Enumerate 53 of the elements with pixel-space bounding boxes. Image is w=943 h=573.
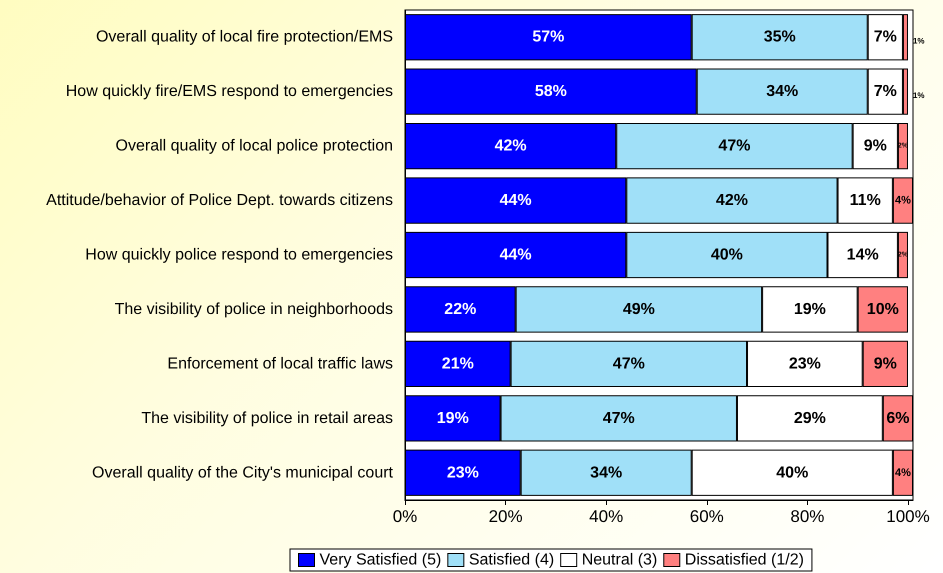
data-label: 9% — [874, 355, 897, 372]
data-label: 44% — [500, 192, 532, 210]
x-tick-label: 100% — [886, 507, 930, 526]
y-tick-label: Overall quality of local police protection — [116, 138, 393, 155]
data-label: 40% — [776, 464, 808, 482]
x-tick-label: 40% — [589, 507, 624, 526]
y-tick-label: Overall quality of the City's municipal court — [92, 464, 394, 482]
data-label: 44% — [500, 246, 532, 264]
x-tick-label: 0% — [392, 507, 418, 526]
data-label: 6% — [886, 410, 910, 427]
data-label: 40% — [710, 246, 743, 264]
data-label: 29% — [794, 410, 826, 427]
y-tick-label: Enforcement of local traffic laws — [167, 355, 393, 372]
data-label: 23% — [446, 464, 479, 482]
data-label: 21% — [442, 355, 474, 372]
data-label: 34% — [590, 464, 622, 482]
data-label: 22% — [444, 300, 476, 318]
data-label: 47% — [602, 410, 635, 427]
data-label: 19% — [436, 410, 469, 427]
data-label: 1% — [912, 36, 925, 46]
legend-label: Very Satisfied (5) — [320, 552, 442, 568]
legend-label: Dissatisfied (1/2) — [684, 552, 804, 568]
data-label: 4% — [894, 466, 912, 479]
data-label: 9% — [864, 138, 887, 155]
data-label: 7% — [874, 83, 897, 100]
y-tick-label: The visibility of police in retail areas — [141, 410, 393, 427]
x-tick-label: 80% — [790, 507, 824, 526]
data-label: 4% — [894, 194, 912, 207]
data-label: 47% — [612, 355, 645, 372]
y-tick-label: Overall quality of local fire protection/EMS — [96, 28, 393, 46]
data-label: 23% — [788, 355, 821, 372]
legend-label: Neutral (3) — [582, 552, 658, 568]
y-tick-label: The visibility of police in neighborhoods — [114, 300, 393, 318]
data-label: 58% — [534, 83, 567, 100]
x-tick-label: 60% — [690, 507, 724, 526]
data-label: 42% — [494, 138, 527, 155]
data-label: 49% — [622, 300, 655, 318]
data-label: 47% — [718, 138, 750, 155]
data-label: 57% — [532, 28, 564, 46]
data-label: 11% — [850, 192, 881, 210]
data-label: 7% — [874, 28, 897, 46]
data-label: 1% — [912, 91, 925, 100]
data-label: 14% — [846, 246, 879, 264]
data-label: 10% — [866, 300, 899, 318]
y-tick-label: How quickly fire/EMS respond to emergencies — [66, 83, 393, 100]
y-tick-label: Attitude/behavior of Police Dept. towards citizens — [46, 192, 393, 210]
y-tick-label: How quickly police respond to emergencies — [85, 246, 393, 264]
data-label: 34% — [766, 83, 798, 100]
legend-label: Satisfied (4) — [468, 552, 554, 568]
data-label: 19% — [794, 300, 826, 318]
data-label: 35% — [764, 28, 796, 46]
data-label: 42% — [716, 192, 748, 210]
x-tick-label: 20% — [488, 507, 523, 526]
